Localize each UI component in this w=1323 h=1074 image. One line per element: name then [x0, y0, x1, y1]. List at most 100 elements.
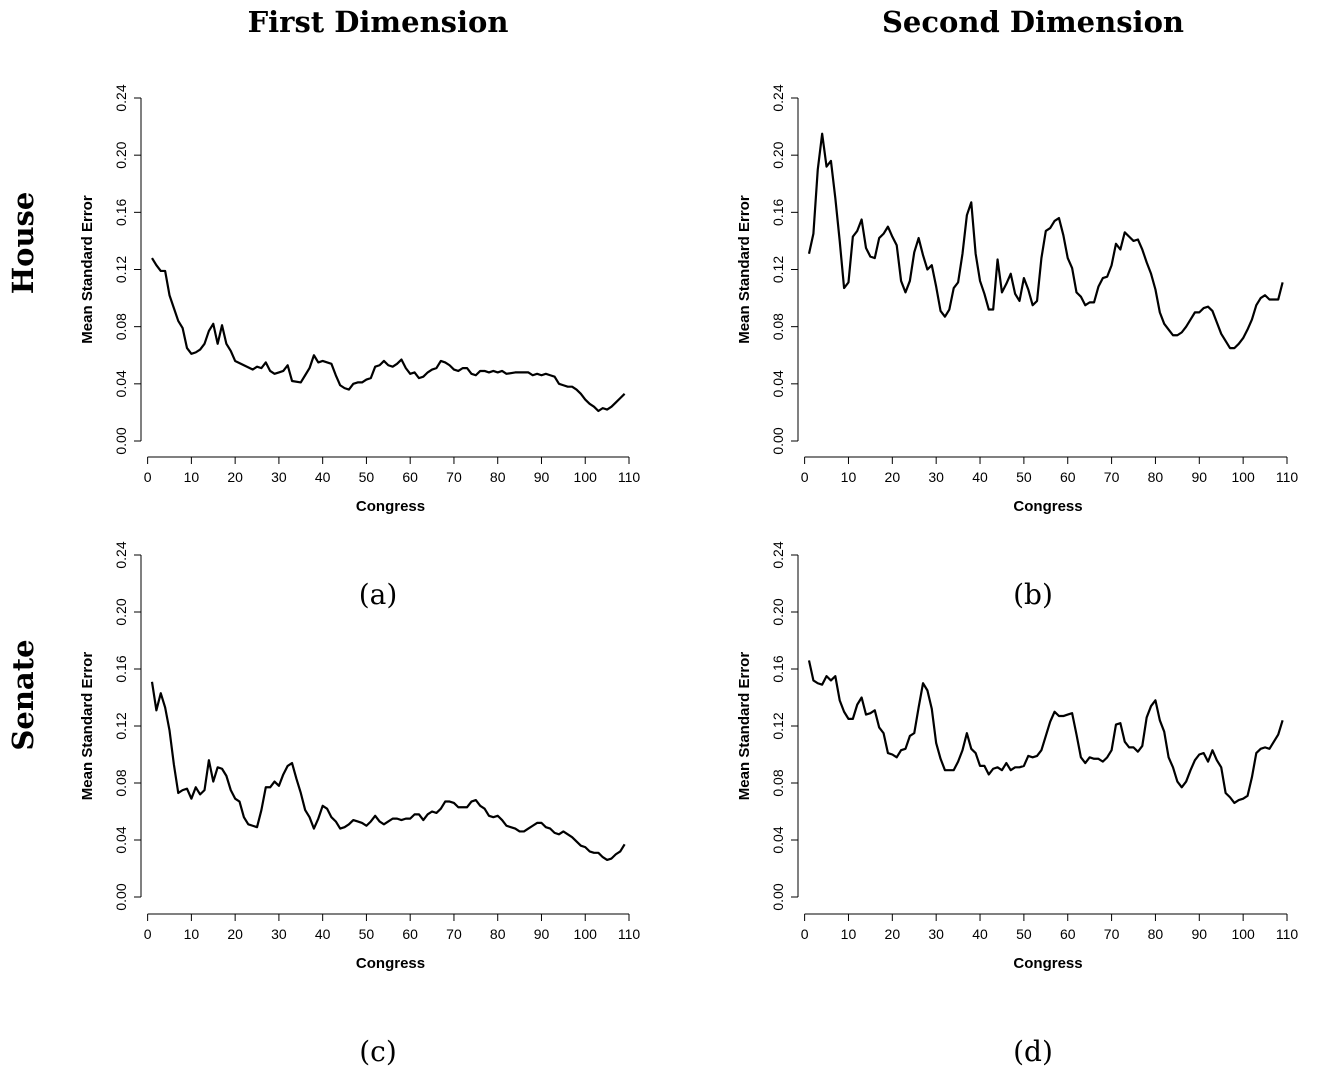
panel-b-house-second-dimension: 0 10 20 30 40 50 60 70 80 90 100 110 Congress 0.00 0.0…: [736, 84, 1298, 515]
x-tick-label: 80: [1148, 926, 1164, 942]
y-tick-label: 0.00: [113, 427, 129, 454]
x-tick-label: 110: [1276, 469, 1299, 485]
series-line: [807, 132, 1284, 350]
x-tick-label: 10: [841, 469, 857, 485]
x-tick-label: 30: [928, 469, 944, 485]
x-tick-label: 100: [1231, 469, 1255, 485]
x-tick-label: 20: [885, 469, 901, 485]
series-line: [807, 660, 1284, 805]
series-line: [150, 681, 626, 862]
x-tick-label: 40: [972, 926, 988, 942]
x-tick-label: 110: [618, 469, 641, 485]
y-tick-label: 0.16: [770, 198, 786, 225]
y-tick-label: 0.24: [770, 84, 786, 111]
panel-label-a: (a): [359, 578, 398, 611]
panel-label-b: (b): [1013, 578, 1053, 611]
x-tick-label: 110: [1276, 926, 1299, 942]
x-tick-label: 50: [1016, 469, 1032, 485]
y-tick-label: 0.08: [770, 313, 786, 340]
x-tick-label: 50: [1016, 926, 1032, 942]
x-tick-label: 70: [446, 469, 462, 485]
panel-label-d: (d): [1013, 1035, 1053, 1068]
y-tick-label: 0.12: [113, 712, 129, 739]
x-tick-label: 20: [227, 469, 243, 485]
y-tick-label: 0.04: [113, 370, 129, 397]
y-tick-label: 0.00: [770, 883, 786, 910]
panel-label-c: (c): [359, 1035, 397, 1068]
x-tick-label: 40: [315, 926, 331, 942]
x-tick-label: 0: [801, 469, 809, 485]
y-tick-label: 0.20: [770, 598, 786, 625]
panel-d-senate-second-dimension: 0 10 20 30 40 50 60 70 80 90 100 110 Congress 0.00 0.0…: [736, 541, 1298, 972]
x-tick-label: 30: [271, 469, 287, 485]
x-axis-label: Congress: [1013, 498, 1082, 515]
x-tick-label: 90: [1192, 926, 1208, 942]
y-axis-label: Mean Standard Error: [79, 195, 96, 344]
column-title-second-dimension: Second Dimension: [882, 5, 1184, 39]
y-tick-label: 0.00: [113, 883, 129, 910]
x-tick-label: 40: [315, 469, 331, 485]
y-tick-label: 0.12: [770, 712, 786, 739]
x-tick-label: 60: [1060, 926, 1076, 942]
x-tick-label: 80: [490, 926, 506, 942]
y-tick-label: 0.04: [770, 826, 786, 853]
x-tick-label: 60: [1060, 469, 1076, 485]
x-tick-label: 60: [402, 926, 418, 942]
y-tick-label: 0.16: [113, 655, 129, 682]
y-tick-label: 0.24: [770, 541, 786, 568]
x-tick-label: 70: [446, 926, 462, 942]
column-title-first-dimension: First Dimension: [248, 5, 509, 39]
y-tick-label: 0.04: [770, 370, 786, 397]
x-tick-label: 0: [144, 926, 152, 942]
row-title-senate: Senate: [6, 639, 40, 750]
y-tick-label: 0.16: [113, 198, 129, 225]
x-tick-label: 10: [184, 926, 200, 942]
x-tick-label: 90: [534, 469, 550, 485]
x-axis-label: Congress: [356, 955, 425, 972]
y-tick-label: 0.12: [770, 256, 786, 283]
x-axis-label: Congress: [356, 498, 425, 515]
x-tick-label: 10: [841, 926, 857, 942]
x-tick-label: 100: [574, 469, 598, 485]
x-tick-label: 60: [402, 469, 418, 485]
y-axis-label: Mean Standard Error: [736, 195, 753, 344]
x-tick-label: 70: [1104, 926, 1120, 942]
x-tick-label: 10: [184, 469, 200, 485]
x-tick-label: 100: [574, 926, 598, 942]
y-tick-label: 0.16: [770, 655, 786, 682]
x-tick-label: 40: [972, 469, 988, 485]
x-tick-label: 20: [227, 926, 243, 942]
x-tick-label: 110: [618, 926, 641, 942]
row-title-house: House: [6, 192, 40, 295]
panel-a-house-first-dimension: 0 10 20 30 40 50 60 70 80 90 100 110 Congress 0.00 0.0…: [79, 84, 640, 515]
x-tick-label: 50: [359, 469, 375, 485]
panel-c-senate-first-dimension: 0 10 20 30 40 50 60 70 80 90 100 110 Congress 0.00 0.0…: [79, 541, 640, 972]
x-tick-label: 0: [144, 469, 152, 485]
y-tick-label: 0.08: [113, 313, 129, 340]
y-tick-label: 0.08: [113, 769, 129, 796]
x-tick-label: 80: [1148, 469, 1164, 485]
x-tick-label: 20: [885, 926, 901, 942]
y-tick-label: 0.00: [770, 427, 786, 454]
y-tick-label: 0.20: [113, 141, 129, 168]
x-axis-label: Congress: [1013, 955, 1082, 972]
x-tick-label: 90: [534, 926, 550, 942]
x-tick-label: 50: [359, 926, 375, 942]
x-tick-label: 80: [490, 469, 506, 485]
y-tick-label: 0.20: [770, 141, 786, 168]
x-tick-label: 100: [1231, 926, 1255, 942]
x-tick-label: 0: [801, 926, 809, 942]
x-tick-label: 30: [271, 926, 287, 942]
y-tick-label: 0.04: [113, 826, 129, 853]
y-tick-label: 0.08: [770, 769, 786, 796]
series-line: [151, 257, 626, 413]
x-tick-label: 70: [1104, 469, 1120, 485]
x-tick-label: 30: [928, 926, 944, 942]
y-tick-label: 0.24: [113, 541, 129, 568]
x-tick-label: 90: [1192, 469, 1208, 485]
y-tick-label: 0.24: [113, 84, 129, 111]
y-axis-label: Mean Standard Error: [736, 652, 753, 801]
y-tick-label: 0.12: [113, 256, 129, 283]
y-axis-label: Mean Standard Error: [79, 652, 96, 801]
